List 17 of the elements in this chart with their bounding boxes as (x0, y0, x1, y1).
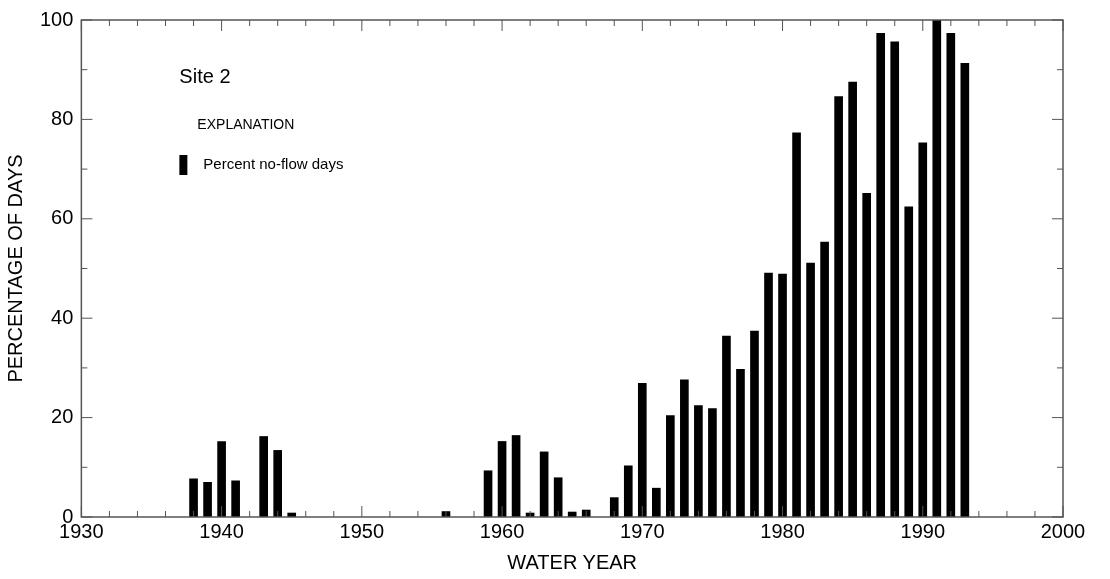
y-tick-label: 80 (51, 106, 74, 129)
y-tick-label: 40 (51, 305, 74, 328)
x-tick-label: 1980 (760, 519, 805, 542)
text: Site 2 (179, 64, 231, 87)
x-tick-label: 1940 (199, 519, 244, 542)
legend-label: Percent no-flow days (203, 155, 344, 173)
y-tick-label: 100 (39, 7, 74, 30)
x-tick-label: 1990 (900, 519, 946, 542)
x-tick-label: 1950 (339, 519, 385, 542)
x-tick-label: 2000 (1040, 519, 1086, 542)
y-axis-title: PERCENTAGE OF DAYS (3, 154, 26, 383)
legend-title: EXPLANATION (197, 115, 295, 132)
x-axis-title: WATER YEAR (507, 550, 638, 573)
y-tick-label: 60 (51, 206, 74, 229)
x-tick-label: 1970 (620, 519, 665, 542)
x-tick-label: 1960 (479, 519, 525, 542)
y-tick-label: 20 (51, 405, 74, 428)
